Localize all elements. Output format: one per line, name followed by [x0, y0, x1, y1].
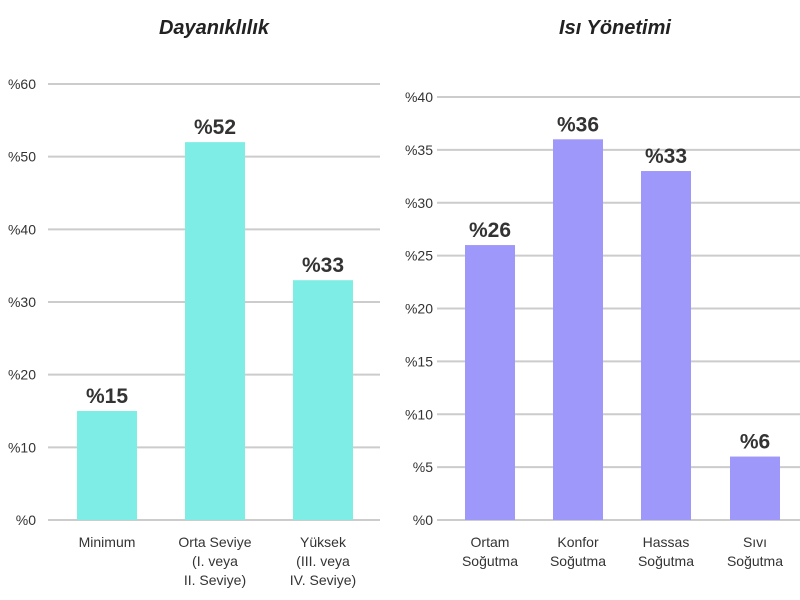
x-tick-label: Orta Seviye [178, 534, 251, 550]
y-tick-label: %20 [405, 301, 433, 317]
y-tick-label: %10 [405, 406, 433, 422]
x-tick-label: Yüksek [300, 534, 347, 550]
data-label: %26 [469, 219, 511, 242]
chart-2: Isı Yönetimi %0 %5 %10 %15 %20 %25 %30 %35 %40 %26… [405, 17, 800, 569]
x-tick-label: Konfor [557, 534, 599, 550]
x-tick-label: Hassas [643, 534, 690, 550]
y-tick-label: %30 [405, 195, 433, 211]
bar [553, 139, 603, 521]
chart-1: Dayanıklılık %0 %10 %20 %30 %40 %50 %60 %15 Minim… [8, 17, 380, 588]
y-tick-label: %15 [405, 353, 433, 369]
y-tick-label: %0 [16, 512, 36, 528]
x-tick-label: (III. veya [296, 553, 350, 569]
y-tick-label: %50 [8, 149, 36, 165]
data-label: %6 [740, 431, 770, 454]
bar [77, 411, 137, 520]
data-label: %33 [302, 254, 344, 277]
x-tick-label: IV. Seviye) [290, 572, 356, 588]
y-tick-label: %60 [8, 76, 36, 92]
y-tick-label: %40 [8, 221, 36, 237]
y-tick-label: %10 [8, 439, 36, 455]
y-tick-label: %30 [8, 294, 36, 310]
x-tick-label: Soğutma [638, 553, 694, 569]
x-tick-label: (I. veya [192, 553, 238, 569]
x-tick-label: Sıvı [743, 534, 767, 550]
data-label: %15 [86, 385, 128, 408]
data-label: %52 [194, 116, 236, 139]
y-tick-label: %40 [405, 89, 433, 105]
data-label: %36 [557, 113, 599, 136]
x-tick-label: Soğutma [462, 553, 518, 569]
y-tick-label: %5 [413, 459, 433, 475]
bar [641, 171, 691, 520]
y-tick-label: %25 [405, 248, 433, 264]
bar [465, 245, 515, 521]
bar [730, 456, 780, 520]
y-tick-label: %0 [413, 512, 433, 528]
x-tick-label: Soğutma [727, 553, 783, 569]
y-tick-label: %20 [8, 367, 36, 383]
x-tick-label: II. Seviye) [184, 572, 246, 588]
chart-title: Isı Yönetimi [559, 17, 671, 39]
x-tick-label: Minimum [79, 534, 136, 550]
x-tick-label: Ortam [471, 534, 510, 550]
bar [185, 142, 245, 520]
y-tick-label: %35 [405, 142, 433, 158]
bar [293, 280, 353, 520]
data-label: %33 [645, 145, 687, 168]
chart-title: Dayanıklılık [159, 17, 270, 39]
x-tick-label: Soğutma [550, 553, 606, 569]
